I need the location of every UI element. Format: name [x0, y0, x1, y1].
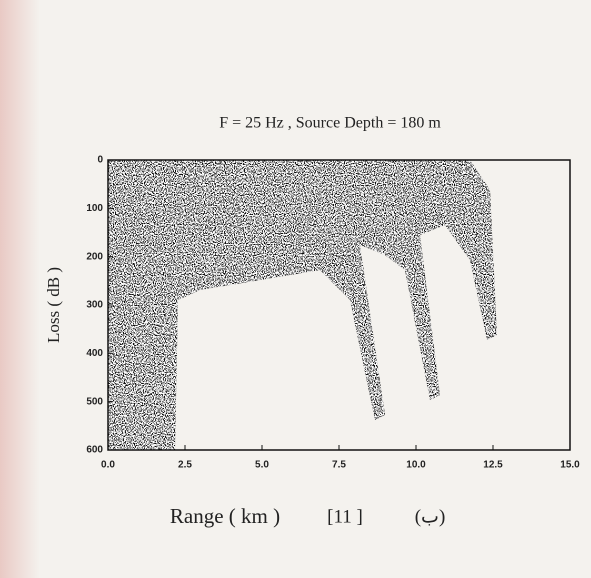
x-tick-label: 10.0	[406, 460, 426, 471]
x-tick-label: 15.0	[560, 460, 580, 471]
x-axis-label: Range ( km )	[170, 504, 280, 528]
y-tick-label: 0	[97, 155, 103, 166]
x-tick-label: 7.5	[332, 460, 346, 471]
figure-label: (ب)	[415, 506, 446, 527]
y-tick-label: 200	[86, 251, 103, 262]
y-tick-label: 400	[86, 348, 103, 359]
x-tick-label: 2.5	[178, 460, 192, 471]
x-tick-label: 0.0	[101, 460, 115, 471]
loss-field	[108, 160, 497, 450]
y-tick-label: 100	[86, 203, 103, 214]
reference: [11 ]	[327, 506, 363, 527]
chart-title: F = 25 Hz , Source Depth = 180 m	[219, 115, 441, 132]
y-tick-label: 600	[86, 445, 103, 456]
y-axis-label: Loss ( dB )	[44, 267, 63, 343]
y-tick-label: 300	[86, 300, 103, 311]
y-tick-label: 500	[86, 396, 103, 407]
page-edge	[0, 0, 40, 578]
x-tick-label: 5.0	[255, 460, 269, 471]
x-tick-label: 12.5	[483, 460, 503, 471]
